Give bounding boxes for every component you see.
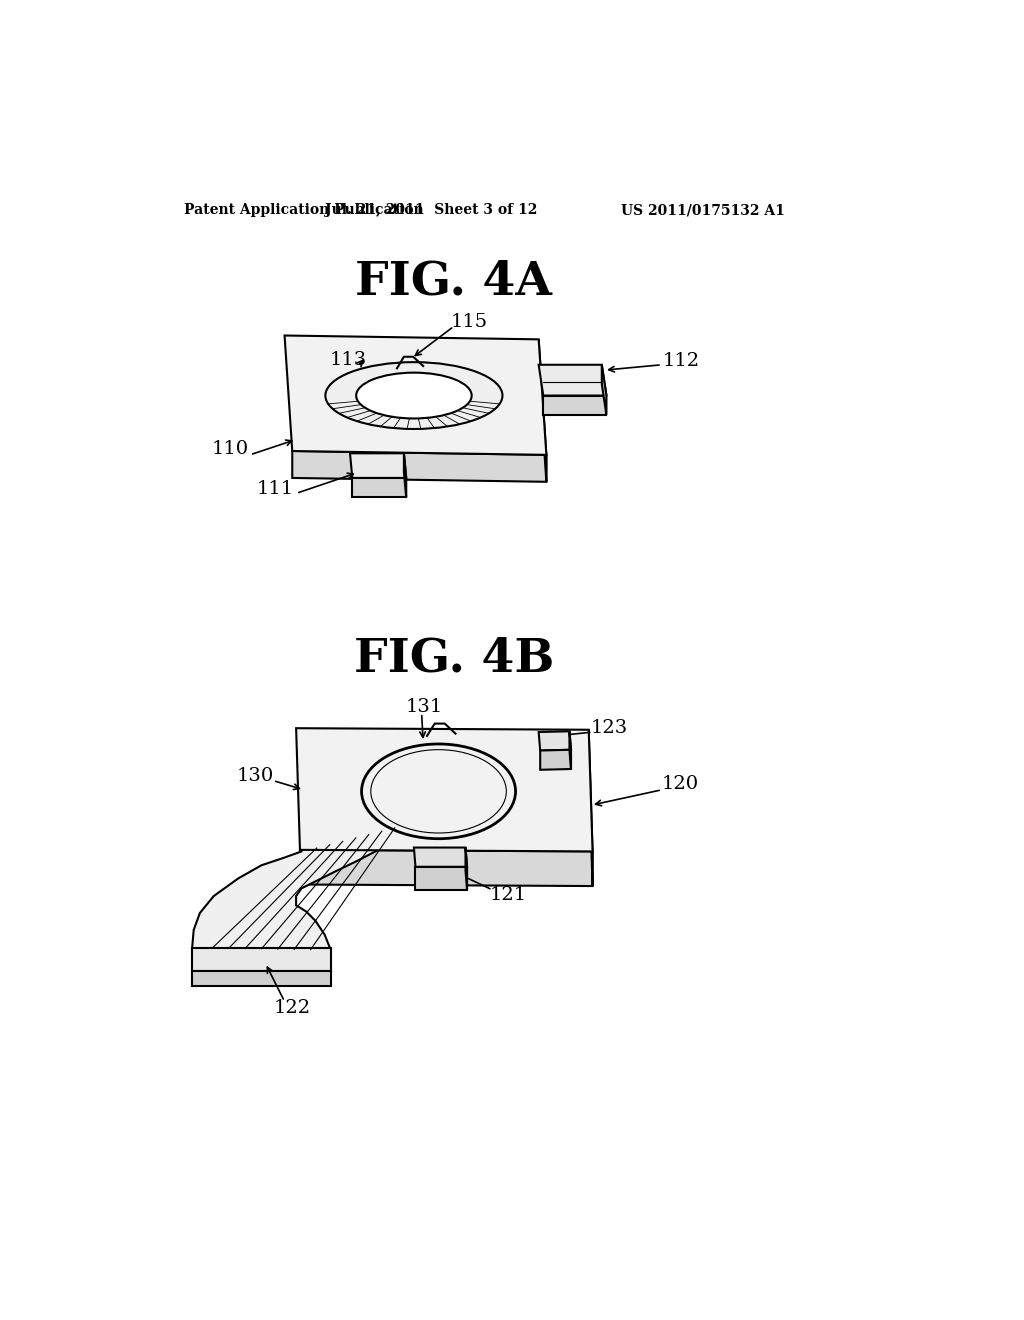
Polygon shape (296, 729, 593, 851)
Text: 115: 115 (451, 313, 487, 330)
Text: FIG. 4A: FIG. 4A (355, 259, 553, 305)
Text: 123: 123 (591, 719, 628, 737)
Text: 122: 122 (273, 999, 311, 1018)
Text: 130: 130 (237, 767, 274, 785)
Polygon shape (589, 730, 593, 886)
Polygon shape (602, 364, 606, 414)
Polygon shape (350, 453, 407, 478)
Text: 112: 112 (663, 352, 699, 370)
Text: 120: 120 (662, 775, 699, 793)
Polygon shape (466, 847, 467, 890)
Polygon shape (285, 335, 547, 455)
Text: FIG. 4B: FIG. 4B (353, 636, 554, 682)
Text: Patent Application Publication: Patent Application Publication (184, 203, 424, 216)
Ellipse shape (356, 372, 472, 418)
Text: US 2011/0175132 A1: US 2011/0175132 A1 (622, 203, 785, 216)
Polygon shape (541, 750, 571, 770)
Polygon shape (539, 364, 606, 396)
Polygon shape (193, 970, 331, 986)
Polygon shape (544, 396, 606, 414)
Ellipse shape (326, 362, 503, 429)
Polygon shape (300, 850, 593, 886)
Polygon shape (193, 948, 331, 970)
Polygon shape (539, 731, 571, 751)
Text: 113: 113 (330, 351, 367, 370)
Polygon shape (292, 451, 547, 482)
Text: Jul. 21, 2011  Sheet 3 of 12: Jul. 21, 2011 Sheet 3 of 12 (325, 203, 537, 216)
Polygon shape (569, 731, 571, 770)
Polygon shape (539, 339, 547, 482)
Text: 121: 121 (489, 886, 526, 904)
Polygon shape (403, 453, 407, 498)
Text: 111: 111 (257, 480, 294, 499)
Polygon shape (352, 478, 407, 498)
Text: 110: 110 (212, 441, 249, 458)
Polygon shape (414, 847, 467, 867)
Polygon shape (193, 817, 416, 973)
Polygon shape (416, 867, 467, 890)
Text: 131: 131 (407, 698, 443, 715)
